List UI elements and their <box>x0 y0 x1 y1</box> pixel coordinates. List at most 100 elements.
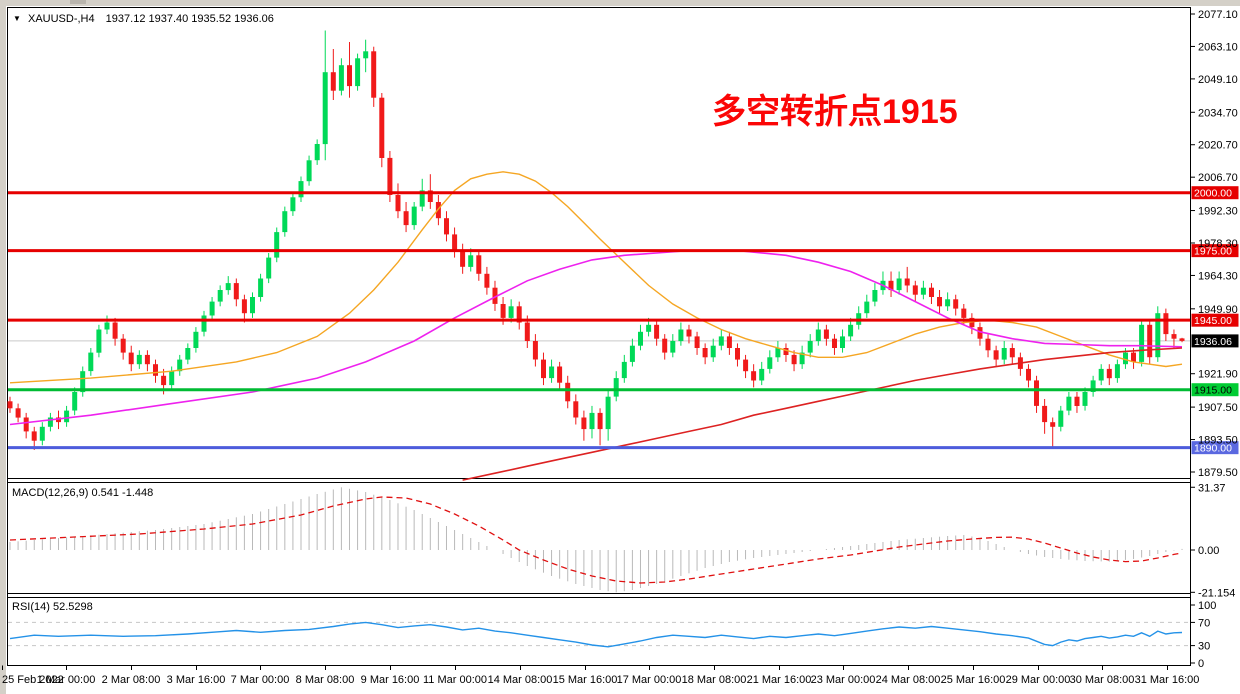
rsi-tick-label: 100 <box>1198 600 1216 612</box>
candle-body <box>1082 392 1088 406</box>
time-tick-label: 14 Mar 08:00 <box>488 674 553 686</box>
time-tick-label: 21 Mar 16:00 <box>747 674 812 686</box>
candle-body <box>241 299 247 314</box>
candle-body <box>136 354 142 365</box>
candle-body <box>929 287 934 297</box>
price-tick-label: 1879.50 <box>1198 467 1238 479</box>
candle-body <box>759 368 765 381</box>
candle-body <box>1155 313 1161 358</box>
time-tick-label: 8 Mar 08:00 <box>296 674 355 686</box>
candle-body <box>1131 352 1136 362</box>
candle-body <box>573 401 579 418</box>
price-tick-label: 2077.10 <box>1198 9 1238 21</box>
candle-body <box>662 338 668 353</box>
time-tick-label: 30 Mar 08:00 <box>1070 674 1135 686</box>
chart-frame-border <box>7 7 1191 666</box>
candle-body <box>743 359 749 372</box>
candle-body <box>767 357 773 369</box>
ma-long-line[interactable] <box>462 347 1183 481</box>
candle-body <box>912 285 918 295</box>
candle-body <box>419 190 425 207</box>
macd-signal-line[interactable] <box>9 496 1183 584</box>
candle-body <box>387 157 393 195</box>
time-tick-label: 29 Mar 00:00 <box>1006 674 1071 686</box>
candle-body <box>581 417 587 430</box>
candle-body <box>1163 313 1169 335</box>
candle-body <box>840 336 845 348</box>
candle-body <box>1058 410 1064 427</box>
candle-body <box>670 341 676 353</box>
candle-body <box>751 371 757 381</box>
rsi-indicator-label: RSI(14) 52.5298 <box>12 601 93 613</box>
candle-body <box>557 366 563 383</box>
candle-body <box>225 283 231 291</box>
price-tag <box>1191 441 1239 455</box>
candle-body <box>945 299 951 307</box>
candle-body <box>775 348 781 358</box>
candle-body <box>379 97 385 158</box>
window-chrome-left <box>0 0 6 694</box>
candle-body <box>1114 364 1120 379</box>
candle-body <box>815 329 821 342</box>
candle-body <box>444 218 449 235</box>
candle-body <box>250 297 255 314</box>
candle-body <box>807 341 813 353</box>
macd-indicator-label: MACD(12,26,9) 0.541 -1.448 <box>12 487 154 499</box>
rsi-line[interactable] <box>9 621 1183 648</box>
price-tick-label: 2020.70 <box>1198 140 1238 152</box>
candle-body <box>363 51 369 59</box>
candle-body <box>638 331 643 346</box>
candle-body <box>104 322 110 330</box>
ma-fast-line[interactable] <box>9 171 1183 384</box>
candle-body <box>1001 348 1007 360</box>
time-tick-label: 7 Mar 00:00 <box>231 674 290 686</box>
candle-body <box>144 354 150 365</box>
candle-body <box>452 234 458 251</box>
scrollbar-thumb[interactable] <box>70 0 86 4</box>
time-tick-label: 25 Feb 2022 <box>2 674 64 686</box>
candle-body <box>832 338 837 348</box>
dropdown-arrow-icon[interactable]: ▼ <box>13 14 21 23</box>
candle-body <box>484 273 490 288</box>
candle-body <box>710 345 716 358</box>
candle-body <box>88 352 94 372</box>
candle-body <box>120 338 126 353</box>
candle-body <box>7 401 13 409</box>
price-tick-label: 2006.70 <box>1198 172 1238 184</box>
candle-body <box>799 352 805 365</box>
candle-body <box>112 322 118 339</box>
price-tag <box>1191 186 1239 200</box>
candle-body <box>468 255 474 267</box>
candle-body <box>15 408 21 418</box>
candle-body <box>565 382 571 402</box>
candle-body <box>476 255 482 274</box>
candle-body <box>1042 405 1048 423</box>
macd-histogram <box>9 487 1183 593</box>
time-tick-label: 3 Mar 16:00 <box>167 674 226 686</box>
candle-body <box>977 327 983 339</box>
candle-body <box>694 336 700 348</box>
candle-body <box>322 72 328 145</box>
price-tick-label: 1893.50 <box>1198 435 1238 447</box>
candle-body <box>282 211 288 233</box>
candle-body <box>872 290 878 302</box>
candle-body <box>217 290 223 302</box>
candle-body <box>1098 368 1104 381</box>
candle-body <box>1034 380 1039 406</box>
price-tag <box>1191 383 1239 397</box>
candle-body <box>411 206 417 226</box>
candle-body <box>185 348 191 360</box>
candle-body <box>1106 368 1112 379</box>
candle-body <box>848 324 854 337</box>
candle-body <box>177 359 183 372</box>
price-tag-label: 1936.06 <box>1194 336 1232 348</box>
candle-body <box>783 348 789 355</box>
time-tick-label: 11 Mar 00:00 <box>423 674 487 686</box>
candle-body <box>549 366 555 379</box>
price-tag <box>1191 313 1239 327</box>
time-tick-label: 2 Mar 08:00 <box>102 674 161 686</box>
price-tick-label: 1992.30 <box>1198 206 1238 218</box>
